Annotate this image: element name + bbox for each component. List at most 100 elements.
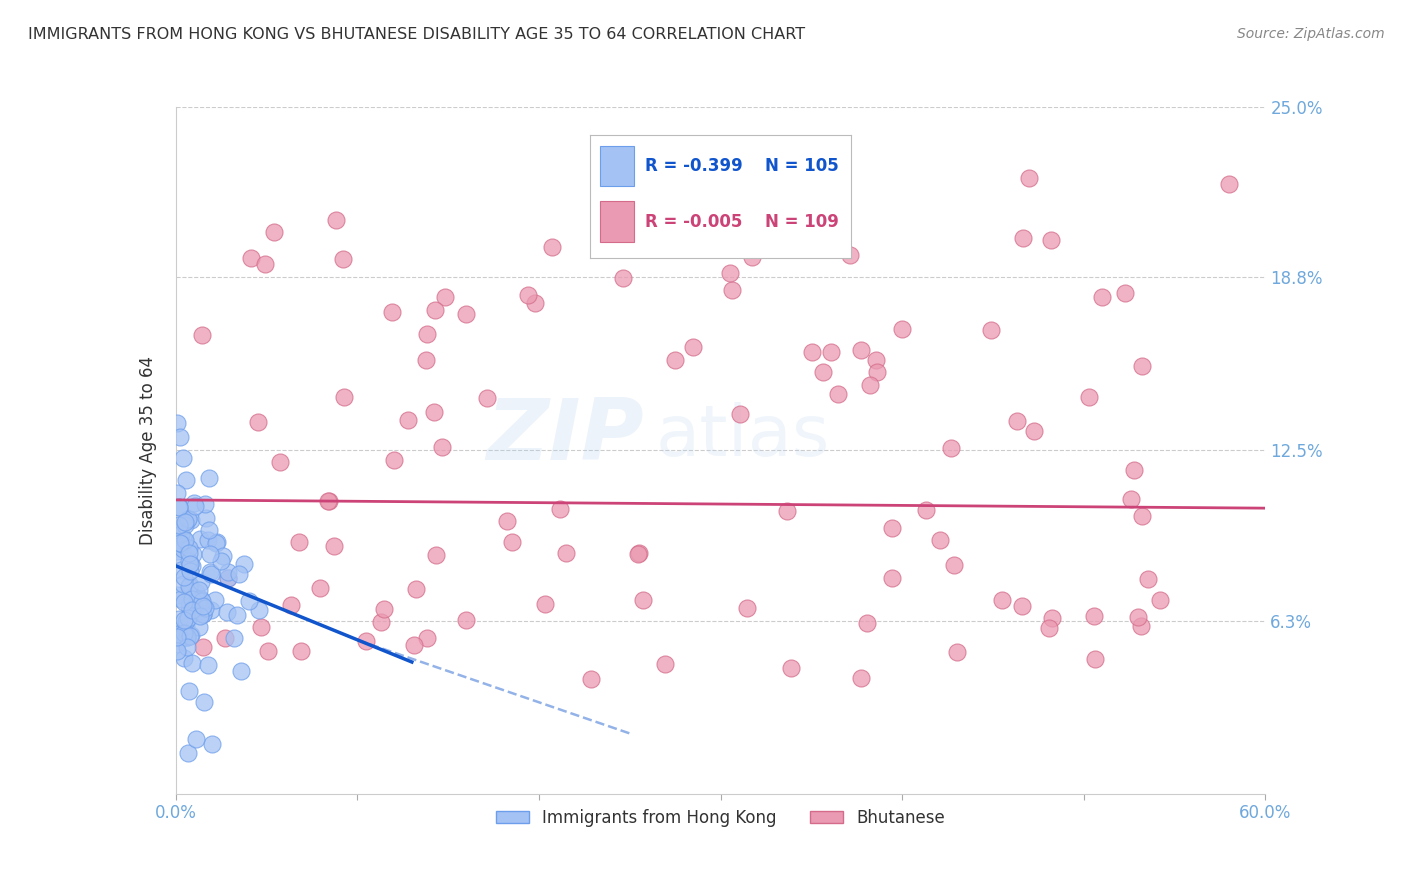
Point (290, 643, 312, 657)
Point (205, 536, 228, 550)
Point (247, 602, 270, 616)
Point (891, 322, 914, 336)
Point (172, 541, 194, 556)
Point (534, 597, 557, 611)
Point (180, 512, 202, 526)
Point (194, 497, 217, 511)
Point (720, 283, 742, 297)
Point (849, 343, 872, 358)
Point (177, 611, 200, 625)
Point (430, 440, 453, 454)
Point (456, 307, 478, 321)
Point (183, 601, 205, 615)
Point (181, 547, 204, 561)
Text: R = -0.399: R = -0.399 (645, 157, 742, 175)
Point (766, 235, 789, 250)
Point (191, 327, 214, 342)
Point (1078, 390, 1101, 404)
Point (188, 620, 211, 634)
Point (370, 615, 392, 629)
Y-axis label: Disability Age 35 to 64: Disability Age 35 to 64 (139, 356, 157, 545)
Point (179, 629, 201, 643)
Point (197, 657, 219, 672)
Point (631, 593, 654, 607)
Point (496, 514, 519, 528)
Text: N = 105: N = 105 (765, 157, 839, 175)
Point (323, 539, 346, 553)
Point (396, 413, 419, 427)
Point (980, 323, 1002, 337)
Point (1018, 171, 1040, 186)
Point (174, 627, 197, 641)
Point (167, 517, 190, 532)
Point (849, 671, 872, 685)
Point (191, 640, 214, 654)
Point (454, 613, 477, 627)
Point (415, 352, 437, 367)
Point (200, 603, 222, 617)
Point (179, 546, 201, 560)
Point (425, 548, 447, 562)
Point (167, 500, 190, 514)
Point (173, 570, 195, 584)
Point (928, 533, 950, 547)
Point (225, 607, 247, 622)
Point (1132, 359, 1154, 373)
Point (333, 391, 356, 405)
Point (776, 504, 799, 518)
Point (416, 326, 439, 341)
Point (180, 603, 202, 617)
Point (269, 455, 291, 469)
Point (170, 537, 193, 551)
Point (1024, 424, 1046, 438)
Point (1039, 233, 1062, 247)
Point (209, 554, 232, 568)
Point (827, 386, 849, 401)
Point (1128, 610, 1150, 624)
Point (180, 591, 202, 606)
Point (166, 485, 188, 500)
Point (174, 517, 197, 532)
Point (201, 738, 224, 752)
Point (612, 271, 634, 285)
Point (166, 543, 188, 558)
Point (405, 582, 427, 597)
Point (179, 541, 201, 556)
Point (1007, 414, 1029, 428)
Point (197, 523, 219, 537)
Point (170, 592, 193, 607)
Point (318, 493, 340, 508)
Point (173, 625, 195, 640)
Point (172, 531, 194, 545)
Point (169, 430, 191, 444)
Point (200, 565, 222, 579)
Point (1123, 463, 1146, 477)
Point (166, 588, 188, 602)
Point (249, 620, 271, 634)
Point (200, 547, 222, 561)
Point (1114, 285, 1136, 300)
Point (197, 533, 219, 547)
Point (1038, 621, 1060, 635)
Point (654, 657, 676, 672)
Text: atlas: atlas (655, 402, 830, 471)
Point (197, 471, 219, 485)
Point (246, 415, 269, 429)
Text: ZIP: ZIP (486, 395, 644, 478)
Point (176, 630, 198, 644)
Point (187, 592, 209, 607)
Point (735, 600, 758, 615)
Point (991, 593, 1014, 607)
Point (191, 607, 214, 621)
Point (166, 644, 188, 658)
Point (194, 601, 217, 615)
Point (167, 612, 190, 626)
Point (181, 604, 204, 618)
Point (212, 549, 235, 564)
Point (718, 267, 741, 281)
Point (780, 661, 803, 675)
Point (866, 365, 889, 379)
Point (229, 664, 252, 678)
Point (183, 496, 205, 510)
Point (354, 633, 377, 648)
